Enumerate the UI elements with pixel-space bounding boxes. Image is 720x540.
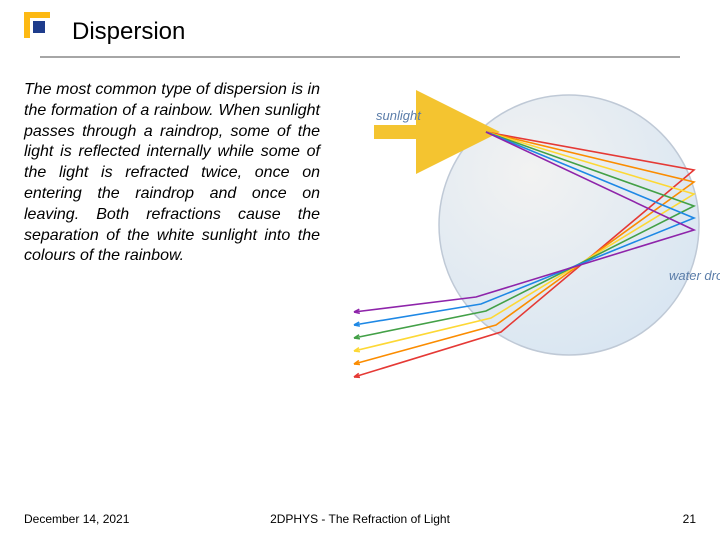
slide-title: Dispersion bbox=[72, 18, 720, 46]
body-text: The most common type of dispersion is in… bbox=[24, 80, 320, 267]
footer-page: 21 bbox=[683, 512, 696, 526]
svg-text:water droplet: water droplet bbox=[669, 268, 720, 283]
footer-date: December 14, 2021 bbox=[24, 512, 129, 526]
footer: December 14, 2021 2DPHYS - The Refractio… bbox=[24, 512, 696, 526]
slide-bullet-icon bbox=[24, 12, 50, 38]
dispersion-diagram: sunlight water droplet bbox=[344, 70, 720, 400]
title-area: Dispersion bbox=[0, 0, 720, 54]
content-area: The most common type of dispersion is in… bbox=[24, 80, 696, 480]
title-underline bbox=[40, 56, 680, 58]
svg-text:sunlight: sunlight bbox=[376, 108, 422, 123]
